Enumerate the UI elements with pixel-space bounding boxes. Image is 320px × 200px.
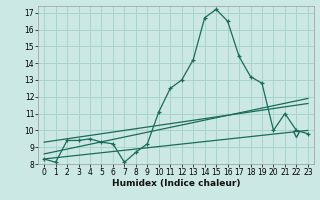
X-axis label: Humidex (Indice chaleur): Humidex (Indice chaleur) [112, 179, 240, 188]
